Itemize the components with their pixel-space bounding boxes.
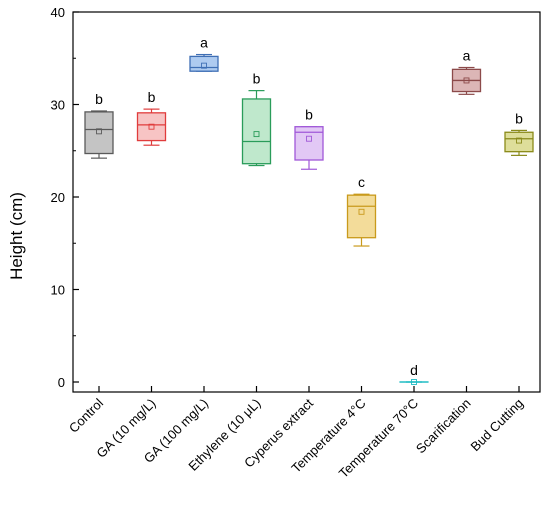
significance-letter: b bbox=[515, 110, 523, 126]
significance-letter: b bbox=[253, 71, 261, 87]
x-tick-label: Control bbox=[66, 395, 106, 435]
box-group: b bbox=[84, 91, 114, 159]
box-group: a bbox=[189, 35, 219, 72]
significance-letter: a bbox=[463, 48, 471, 64]
box-body bbox=[189, 55, 219, 72]
plot-frame bbox=[72, 11, 541, 393]
plot-area: b b a b b c d a b bbox=[84, 35, 534, 385]
significance-letter: b bbox=[95, 91, 103, 107]
significance-letter: a bbox=[200, 35, 208, 51]
y-tick-label: 40 bbox=[51, 5, 65, 20]
x-tick-label: Scarification bbox=[413, 396, 474, 457]
box-body bbox=[346, 194, 377, 239]
box-group: a bbox=[451, 48, 482, 95]
mean-marker bbox=[148, 123, 155, 130]
mean-marker bbox=[253, 131, 260, 138]
mean-marker bbox=[96, 128, 102, 135]
box-body bbox=[84, 111, 114, 155]
box-group: b bbox=[504, 110, 534, 156]
y-tick-label: 30 bbox=[51, 98, 65, 113]
mean-marker bbox=[463, 77, 470, 84]
x-tick-label: Bud Cutting bbox=[467, 396, 526, 455]
mean-marker bbox=[516, 137, 522, 144]
y-tick-label: 10 bbox=[51, 283, 65, 298]
mean-marker bbox=[411, 379, 417, 385]
box-body bbox=[136, 112, 167, 142]
y-tick-label: 20 bbox=[51, 190, 65, 205]
significance-letter: c bbox=[358, 174, 365, 190]
significance-letter: b bbox=[305, 107, 313, 123]
mean-marker bbox=[358, 208, 365, 215]
mean-marker bbox=[306, 135, 312, 142]
significance-letter: d bbox=[410, 362, 418, 378]
box-group: b bbox=[241, 71, 272, 167]
box-group: b bbox=[294, 107, 324, 170]
box-group: b bbox=[136, 89, 167, 146]
y-tick-label: 0 bbox=[58, 375, 65, 390]
mean-marker bbox=[201, 62, 207, 69]
box-body bbox=[504, 131, 534, 153]
box-group: d bbox=[399, 362, 429, 385]
y-axis-label: Height (cm) bbox=[7, 192, 26, 280]
box-group: c bbox=[346, 174, 377, 247]
significance-letter: b bbox=[148, 89, 156, 105]
